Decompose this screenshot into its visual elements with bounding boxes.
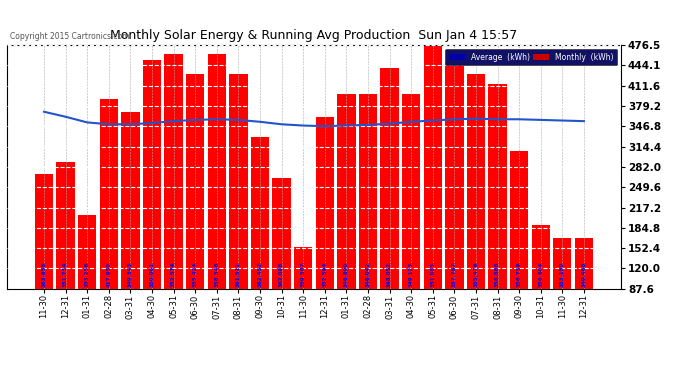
Bar [99, 99, 118, 344]
Bar [337, 94, 355, 344]
Text: 356.739: 356.739 [517, 261, 522, 286]
Text: 363.858: 363.858 [41, 261, 46, 286]
Text: 358.348: 358.348 [215, 261, 219, 286]
Bar [359, 94, 377, 344]
Text: 353.150: 353.150 [560, 261, 565, 286]
Text: 353.256: 353.256 [85, 261, 90, 286]
Bar [229, 74, 248, 344]
Text: 350.061: 350.061 [150, 262, 155, 286]
Bar [402, 94, 420, 344]
Bar [143, 60, 161, 344]
Bar [466, 74, 485, 344]
Text: 355.476: 355.476 [473, 261, 478, 286]
Text: 362.098: 362.098 [279, 261, 284, 286]
Text: 355.424: 355.424 [193, 261, 197, 286]
Text: 352.594: 352.594 [322, 261, 327, 286]
Bar [121, 112, 139, 344]
Text: 357.787: 357.787 [452, 261, 457, 286]
Bar [380, 68, 399, 344]
Bar [78, 215, 97, 344]
Text: 349.468: 349.468 [582, 261, 586, 286]
Bar [445, 63, 464, 344]
Bar [489, 84, 506, 344]
Bar [273, 177, 290, 344]
Text: 351.734: 351.734 [63, 261, 68, 286]
Legend: Average  (kWh), Monthly  (kWh): Average (kWh), Monthly (kWh) [446, 49, 617, 66]
Bar [553, 238, 571, 344]
Text: 346.042: 346.042 [366, 261, 371, 286]
Text: 356.604: 356.604 [538, 261, 543, 286]
Bar [510, 151, 529, 344]
Text: 361.511: 361.511 [236, 262, 241, 286]
Text: 359.367: 359.367 [301, 261, 306, 286]
Bar [315, 117, 334, 344]
Bar [186, 74, 204, 344]
Text: 417.950: 417.950 [106, 261, 111, 286]
Title: Monthly Solar Energy & Running Avg Production  Sun Jan 4 15:57: Monthly Solar Energy & Running Avg Produ… [110, 30, 518, 42]
Text: 348.052: 348.052 [387, 261, 392, 286]
Bar [34, 174, 53, 344]
Bar [57, 162, 75, 344]
Text: 362.452: 362.452 [257, 261, 262, 286]
Bar [575, 238, 593, 344]
Text: 349.125: 349.125 [408, 261, 413, 286]
Bar [531, 225, 550, 344]
Bar [294, 246, 313, 344]
Text: 352.574: 352.574 [171, 261, 176, 286]
Text: 351.085: 351.085 [431, 261, 435, 286]
Text: 349.343: 349.343 [128, 261, 133, 286]
Bar [164, 54, 183, 344]
Text: Copyright 2015 Cartronics.com: Copyright 2015 Cartronics.com [10, 32, 130, 41]
Bar [208, 54, 226, 344]
Text: 356.868: 356.868 [495, 261, 500, 286]
Text: 346.890: 346.890 [344, 261, 349, 286]
Bar [250, 137, 269, 344]
Bar [424, 45, 442, 344]
